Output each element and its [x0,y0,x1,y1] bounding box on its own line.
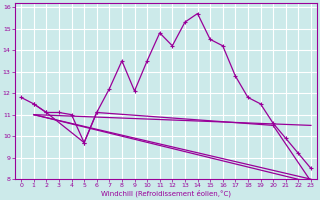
X-axis label: Windchill (Refroidissement éolien,°C): Windchill (Refroidissement éolien,°C) [101,190,231,197]
